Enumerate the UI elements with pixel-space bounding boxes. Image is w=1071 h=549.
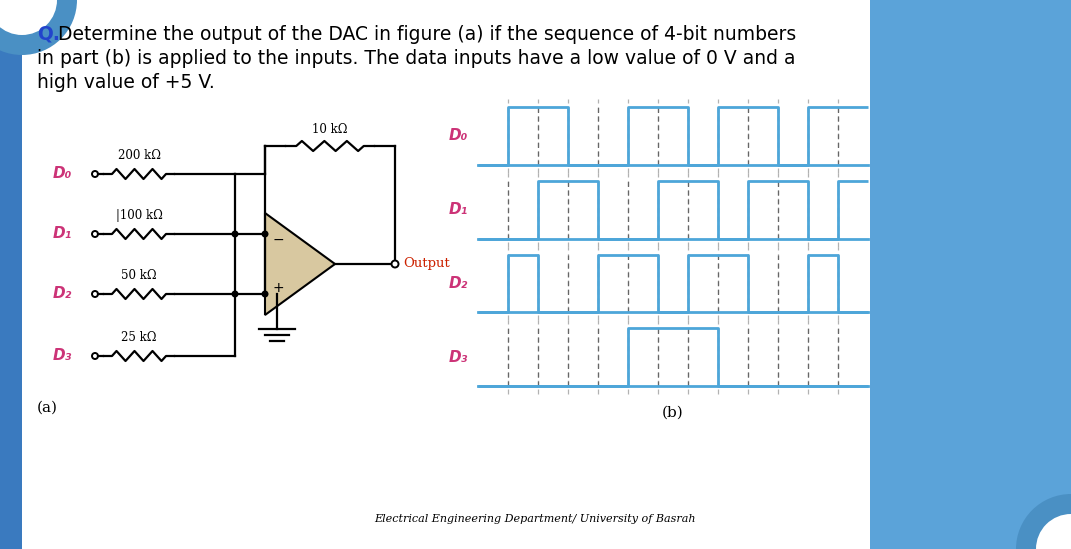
Circle shape [0,0,77,55]
Bar [870,0,1071,549]
Text: Determine the output of the DAC in figure (a) if the sequence of 4-bit numbers: Determine the output of the DAC in figur… [58,25,796,44]
Text: 50 kΩ: 50 kΩ [121,269,156,282]
Text: Output: Output [403,257,450,271]
Text: high value of +5 V.: high value of +5 V. [37,73,215,92]
Circle shape [392,260,398,267]
Text: 25 kΩ: 25 kΩ [121,331,156,344]
Text: D₀: D₀ [449,128,468,143]
Text: D₂: D₂ [449,276,468,291]
Bar [0,0,22,549]
Text: −: − [273,233,285,247]
Text: D₀: D₀ [52,166,72,182]
Text: D₁: D₁ [52,227,72,242]
Text: 200 kΩ: 200 kΩ [118,149,161,162]
Text: +: + [273,281,285,295]
Circle shape [92,171,99,177]
Text: |100 kΩ: |100 kΩ [116,209,163,222]
Circle shape [92,291,99,297]
Text: (a): (a) [37,401,58,415]
Text: Q.: Q. [37,25,60,44]
Bar [22,0,870,549]
Text: D₃: D₃ [52,349,72,363]
Text: D₃: D₃ [449,350,468,365]
Text: (b): (b) [662,406,684,420]
Text: D₂: D₂ [52,287,72,301]
Circle shape [92,231,99,237]
Text: 10 kΩ: 10 kΩ [313,123,348,136]
Circle shape [92,353,99,359]
Text: Electrical Engineering Department/ University of Basrah: Electrical Engineering Department/ Unive… [374,514,696,524]
Circle shape [231,290,239,298]
Polygon shape [265,213,335,315]
Circle shape [1036,514,1071,549]
Circle shape [1016,494,1071,549]
Circle shape [231,231,239,238]
Text: in part (b) is applied to the inputs. The data inputs have a low value of 0 V an: in part (b) is applied to the inputs. Th… [37,49,796,68]
Circle shape [261,290,269,298]
Circle shape [0,0,57,35]
Text: D₁: D₁ [449,202,468,217]
Circle shape [261,231,269,238]
